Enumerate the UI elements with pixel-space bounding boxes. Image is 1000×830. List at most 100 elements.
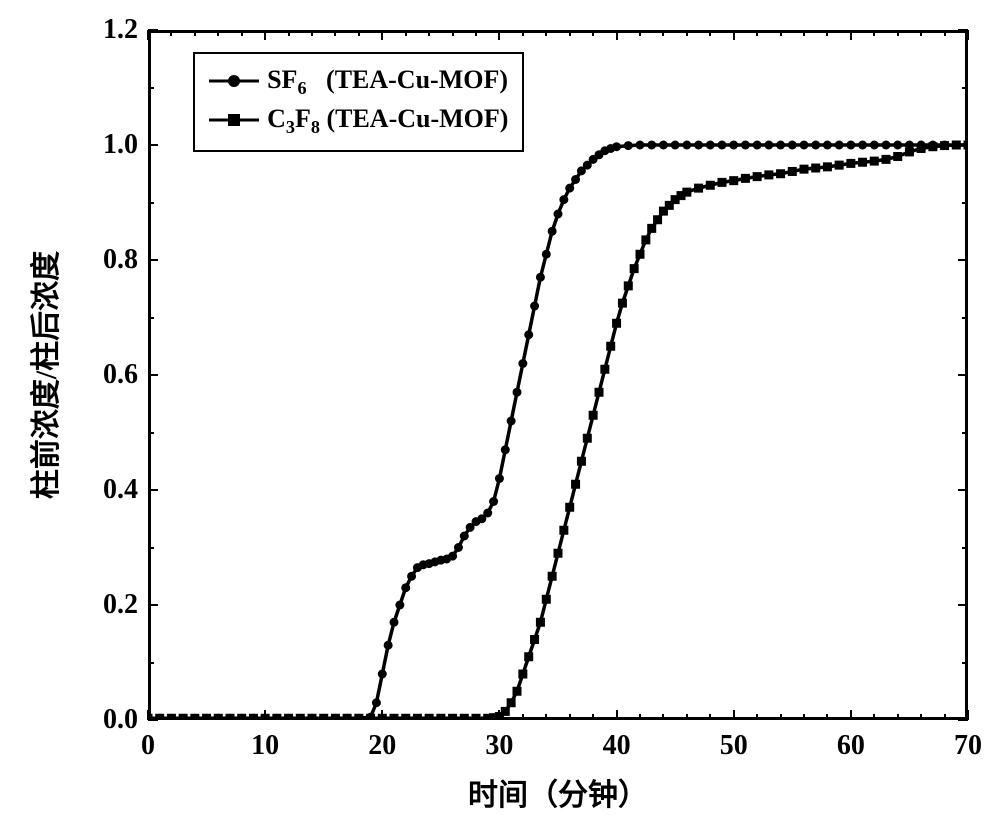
series-marker — [507, 417, 516, 426]
series-marker — [964, 141, 973, 150]
series-marker — [835, 141, 844, 150]
series-marker — [513, 687, 522, 696]
series-marker — [554, 549, 563, 558]
series-marker — [284, 714, 293, 723]
series-marker — [893, 152, 902, 161]
series-marker — [612, 319, 621, 328]
series-marker — [190, 714, 199, 723]
series-marker — [524, 330, 533, 339]
series-marker — [436, 714, 445, 723]
series-marker — [764, 141, 773, 150]
series-marker — [272, 714, 281, 723]
series-marker — [729, 176, 738, 185]
series-marker — [319, 714, 328, 723]
series-marker — [846, 141, 855, 150]
series-marker — [653, 215, 662, 224]
series-marker — [706, 181, 715, 190]
series-marker — [571, 175, 580, 184]
series-marker — [214, 714, 223, 723]
series-marker — [741, 141, 750, 150]
series-marker — [671, 141, 680, 150]
series-marker — [390, 714, 399, 723]
series-marker — [729, 141, 738, 150]
series-marker — [472, 714, 481, 723]
series-marker — [893, 141, 902, 150]
series-marker — [624, 281, 633, 290]
legend-item: SF6 (TEA-Cu-MOF) — [209, 62, 508, 101]
series-marker — [606, 342, 615, 351]
series-marker — [835, 161, 844, 170]
series-marker — [331, 714, 340, 723]
series-marker — [237, 714, 246, 723]
series-marker — [308, 714, 317, 723]
series-marker — [882, 141, 891, 150]
series-marker — [647, 224, 656, 233]
series-marker — [460, 532, 469, 541]
series-marker — [559, 195, 568, 204]
series-marker — [647, 141, 656, 150]
series-marker — [249, 714, 258, 723]
series-marker — [489, 497, 498, 506]
series-marker — [401, 714, 410, 723]
breakthrough-curve-chart: 0102030405060700.00.20.40.60.81.01.2时间（分… — [0, 0, 1000, 830]
series-marker — [448, 714, 457, 723]
series-marker — [595, 388, 604, 397]
series-marker — [788, 141, 797, 150]
series-marker — [366, 714, 375, 723]
series-marker — [501, 707, 510, 716]
series-marker — [378, 714, 387, 723]
series-marker — [641, 235, 650, 244]
series-marker — [548, 572, 557, 581]
series-marker — [682, 188, 691, 197]
series-marker — [401, 583, 410, 592]
series-marker — [390, 618, 399, 627]
series-marker — [167, 714, 176, 723]
series-marker — [917, 144, 926, 153]
series-marker — [800, 141, 809, 150]
series-marker — [518, 670, 527, 679]
series-marker — [682, 141, 691, 150]
series-marker — [296, 714, 305, 723]
series-marker — [600, 365, 609, 374]
series-marker — [554, 210, 563, 219]
series-marker — [905, 147, 914, 156]
series-marker — [571, 480, 580, 489]
series-marker — [823, 141, 832, 150]
series-marker — [636, 250, 645, 259]
series-marker — [776, 141, 785, 150]
series-marker — [718, 141, 727, 150]
series-marker — [659, 141, 668, 150]
series-marker — [694, 141, 703, 150]
series-marker — [548, 227, 557, 236]
series-marker — [530, 635, 539, 644]
series-marker — [407, 572, 416, 581]
series-marker — [395, 601, 404, 610]
series-line — [148, 145, 968, 718]
series-marker — [741, 174, 750, 183]
series-marker — [694, 184, 703, 193]
series-marker — [513, 388, 522, 397]
series-marker — [753, 172, 762, 181]
series-marker — [378, 670, 387, 679]
series-marker — [425, 714, 434, 723]
series-marker — [536, 273, 545, 282]
series-marker — [624, 141, 633, 150]
series-marker — [448, 552, 457, 561]
series-marker — [870, 141, 879, 150]
series-marker — [589, 411, 598, 420]
series-marker — [870, 157, 879, 166]
legend-item: C3F8 (TEA-Cu-MOF) — [209, 101, 508, 140]
series-line — [148, 145, 968, 718]
series-marker — [718, 178, 727, 187]
series-marker — [823, 162, 832, 171]
series-marker — [858, 158, 867, 167]
series-marker — [811, 141, 820, 150]
series-marker — [454, 543, 463, 552]
circle-marker-icon — [228, 75, 240, 87]
series-marker — [542, 595, 551, 604]
series-marker — [226, 714, 235, 723]
legend-swatch — [209, 111, 259, 129]
series-marker — [460, 714, 469, 723]
series-marker — [753, 141, 762, 150]
series-marker — [559, 526, 568, 535]
